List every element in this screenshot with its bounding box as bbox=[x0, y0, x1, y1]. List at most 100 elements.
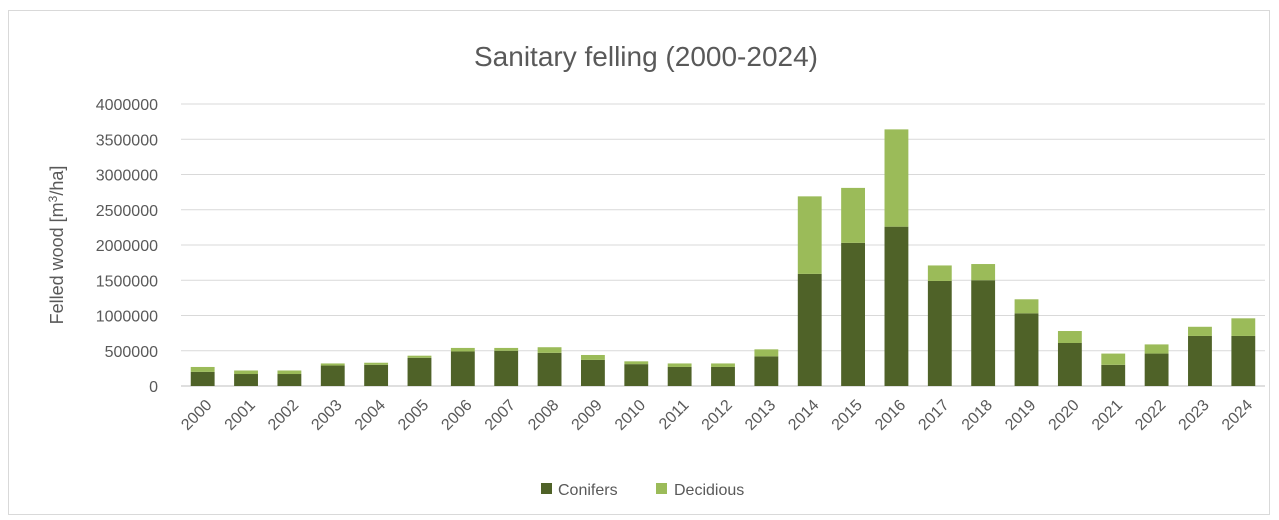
bar-conifers-2008 bbox=[537, 352, 562, 386]
legend-swatch-decidious bbox=[656, 483, 667, 494]
bars bbox=[190, 129, 1256, 386]
bar-conifers-2015 bbox=[841, 242, 866, 386]
bar-decidious-2002 bbox=[277, 370, 302, 375]
y-tick-label: 0 bbox=[149, 379, 158, 396]
x-tick-label: 2014 bbox=[785, 397, 822, 434]
x-tick-label: 2013 bbox=[742, 397, 779, 434]
bar-conifers-2021 bbox=[1101, 364, 1126, 386]
x-tick-label: 2006 bbox=[438, 397, 475, 434]
bar-conifers-2005 bbox=[407, 357, 432, 386]
y-axis-label-suffix: /ha] bbox=[47, 166, 67, 196]
bar-decidious-2010 bbox=[624, 361, 649, 365]
bar-conifers-2003 bbox=[320, 365, 345, 386]
x-tick-label: 2007 bbox=[482, 397, 519, 434]
bar-decidious-2007 bbox=[494, 347, 519, 351]
x-tick-label: 2003 bbox=[308, 397, 345, 434]
x-tick-label: 2005 bbox=[395, 397, 432, 434]
y-tick-label: 1000000 bbox=[96, 309, 158, 326]
bar-conifers-2011 bbox=[667, 366, 692, 386]
bar-decidious-2023 bbox=[1188, 326, 1212, 336]
x-tick-label: 2002 bbox=[265, 397, 302, 434]
bar-decidious-2009 bbox=[580, 354, 605, 360]
bar-conifers-2012 bbox=[711, 366, 735, 386]
x-tick-label: 2018 bbox=[959, 397, 996, 434]
bar-conifers-2016 bbox=[884, 226, 909, 386]
y-tick-label: 500000 bbox=[105, 344, 158, 361]
x-tick-label: 2015 bbox=[829, 397, 866, 434]
bar-decidious-2001 bbox=[234, 370, 258, 375]
bar-conifers-2007 bbox=[494, 350, 519, 386]
x-tick-label: 2024 bbox=[1219, 397, 1256, 434]
y-axis-ticks: 0 500000 1000000 1500000 2000000 2500000 30000… bbox=[96, 97, 158, 396]
x-tick-label: 2021 bbox=[1089, 397, 1126, 434]
y-axis-label-main: Felled wood [m bbox=[47, 202, 67, 324]
bar-conifers-2000 bbox=[190, 371, 215, 386]
bar-decidious-2013 bbox=[754, 349, 779, 357]
y-axis-label: Felled wood [m3/ha] bbox=[46, 166, 67, 325]
x-tick-label: 2020 bbox=[1046, 397, 1083, 434]
bar-conifers-2001 bbox=[234, 374, 258, 386]
x-tick-label: 2019 bbox=[1002, 397, 1039, 434]
x-tick-label: 2009 bbox=[569, 397, 606, 434]
bar-conifers-2024 bbox=[1231, 335, 1256, 386]
x-tick-label: 2023 bbox=[1176, 397, 1213, 434]
x-tick-label: 2016 bbox=[872, 397, 909, 434]
bar-decidious-2020 bbox=[1057, 331, 1082, 343]
bar-decidious-2003 bbox=[320, 363, 345, 366]
bar-conifers-2019 bbox=[1014, 313, 1039, 386]
bar-conifers-2004 bbox=[364, 364, 389, 386]
bar-decidious-2021 bbox=[1101, 353, 1126, 365]
bar-decidious-2017 bbox=[927, 265, 952, 281]
legend-label-decidious: Decidious bbox=[674, 482, 744, 499]
bar-decidious-2022 bbox=[1144, 344, 1169, 354]
bar-conifers-2022 bbox=[1144, 353, 1169, 386]
bar-decidious-2015 bbox=[841, 187, 866, 243]
bar-decidious-2019 bbox=[1014, 299, 1039, 314]
x-tick-label: 2012 bbox=[699, 397, 736, 434]
bar-decidious-2008 bbox=[537, 347, 562, 353]
bar-decidious-2004 bbox=[364, 362, 389, 365]
y-tick-label: 1500000 bbox=[96, 273, 158, 290]
bar-conifers-2014 bbox=[797, 273, 822, 386]
x-tick-label: 2017 bbox=[915, 397, 952, 434]
bar-decidious-2012 bbox=[711, 363, 735, 367]
gridlines bbox=[181, 103, 1265, 387]
bar-conifers-2013 bbox=[754, 356, 779, 386]
bar-conifers-2017 bbox=[927, 280, 952, 386]
y-tick-label: 3000000 bbox=[96, 168, 158, 185]
bar-conifers-2010 bbox=[624, 364, 649, 386]
bar-conifers-2020 bbox=[1057, 342, 1082, 386]
legend: Conifers Decidious bbox=[541, 482, 744, 499]
x-tick-label: 2000 bbox=[178, 397, 215, 434]
y-tick-label: 3500000 bbox=[96, 132, 158, 149]
legend-swatch-conifers bbox=[541, 483, 552, 494]
bar-decidious-2005 bbox=[407, 355, 432, 358]
x-axis-ticks: 2000 2001 2002 2003 2004 2005 2006 2007 2008 2009… bbox=[178, 397, 1256, 434]
bar-decidious-2024 bbox=[1231, 318, 1256, 336]
bar-conifers-2018 bbox=[971, 280, 996, 386]
bar-decidious-2011 bbox=[667, 363, 692, 367]
chart-frame bbox=[8, 10, 1270, 515]
y-axis-label-superscript: 3 bbox=[46, 195, 60, 202]
bar-conifers-2023 bbox=[1188, 335, 1212, 386]
x-tick-label: 2008 bbox=[525, 397, 562, 434]
y-tick-label: 2500000 bbox=[96, 203, 158, 220]
x-tick-label: 2011 bbox=[656, 397, 692, 433]
x-tick-label: 2004 bbox=[352, 397, 389, 434]
legend-label-conifers: Conifers bbox=[558, 482, 618, 499]
bar-decidious-2000 bbox=[190, 366, 215, 372]
y-tick-label: 2000000 bbox=[96, 238, 158, 255]
y-tick-label: 4000000 bbox=[96, 97, 158, 114]
x-tick-label: 2010 bbox=[612, 397, 649, 434]
chart-title: Sanitary felling (2000-2024) bbox=[474, 41, 818, 72]
bar-decidious-2014 bbox=[797, 196, 822, 274]
bar-decidious-2006 bbox=[450, 347, 475, 352]
bar-decidious-2016 bbox=[884, 129, 909, 227]
bar-conifers-2006 bbox=[450, 351, 475, 386]
x-tick-label: 2022 bbox=[1132, 397, 1169, 434]
bar-conifers-2009 bbox=[580, 359, 605, 386]
bar-conifers-2002 bbox=[277, 374, 302, 386]
bar-decidious-2018 bbox=[971, 264, 996, 281]
x-tick-label: 2001 bbox=[222, 397, 259, 434]
